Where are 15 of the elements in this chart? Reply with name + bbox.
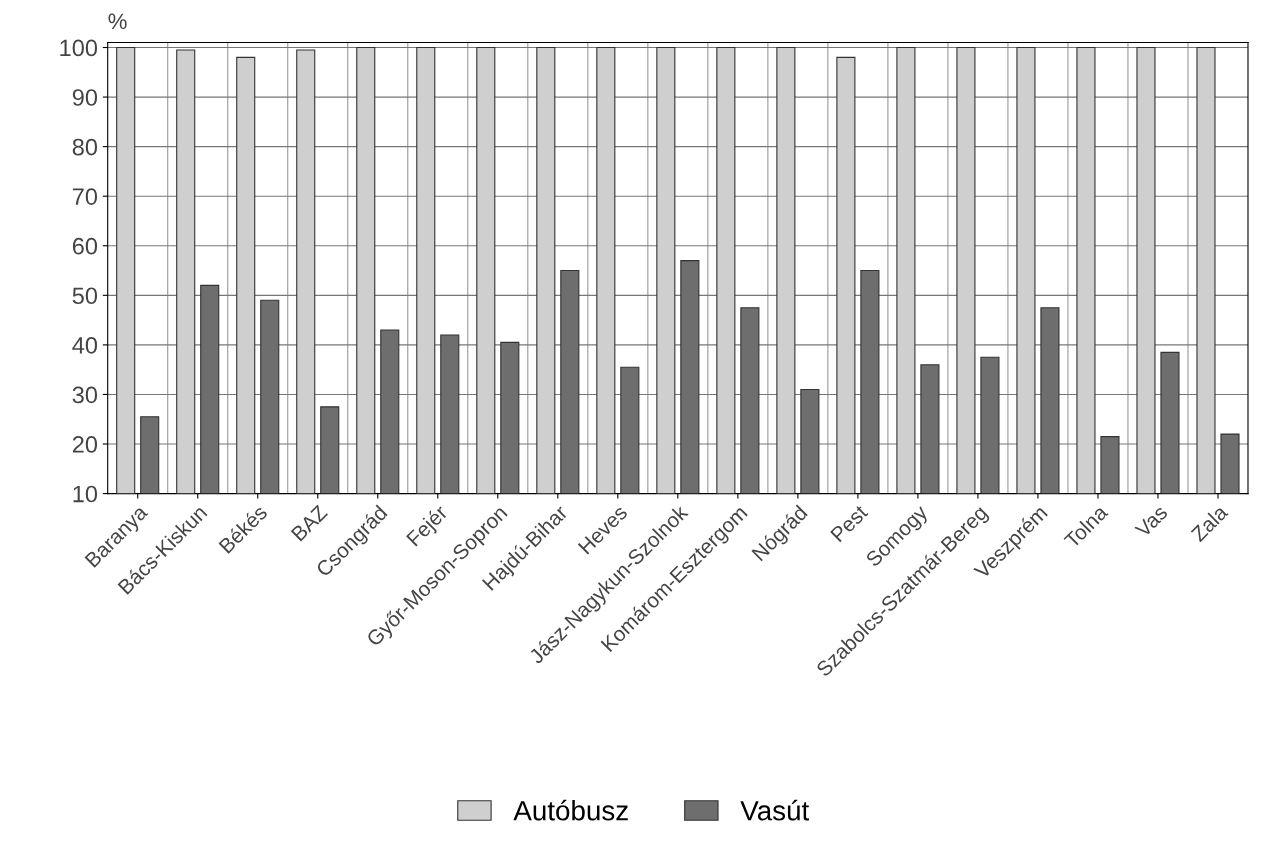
x-tick-label: Vas <box>1134 504 1169 539</box>
y-tick-label: 20 <box>72 436 98 453</box>
y-tick-label: 10 <box>73 485 98 503</box>
y-tick-label: 70 <box>72 188 98 205</box>
x-tick-label: Zala <box>1189 503 1229 543</box>
legend-label: Vasút <box>740 799 810 821</box>
y-tick-label: 40 <box>72 336 98 354</box>
y-tick-label: 80 <box>72 138 98 156</box>
y-tick-label: 30 <box>72 386 98 404</box>
y-tick-label: 50 <box>72 287 98 305</box>
y-tick-label: 100 <box>60 39 98 57</box>
y-tick-label: 90 <box>72 89 98 106</box>
legend-label: Autóbusz <box>513 799 628 821</box>
y-axis-title: % <box>108 13 127 30</box>
y-tick-label: 60 <box>72 237 98 255</box>
